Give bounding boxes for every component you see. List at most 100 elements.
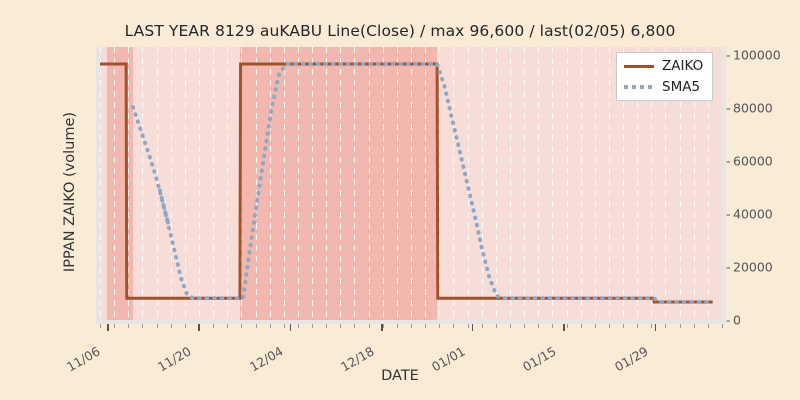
x-tick-minor (312, 324, 314, 328)
gridline-vertical (396, 47, 398, 320)
chart-legend[interactable]: ZAIKO SMA5 (616, 52, 714, 101)
x-tick-minor (269, 324, 271, 328)
x-tick-minor (368, 324, 370, 328)
gridline-vertical (354, 47, 356, 320)
x-tick-minor (722, 324, 723, 328)
x-tick-minor (538, 324, 540, 328)
gridline-vertical (142, 47, 144, 320)
x-tick-minor (128, 324, 130, 328)
legend-line-icon-sma5 (624, 81, 654, 93)
x-tick-minor (707, 324, 709, 328)
gridline-vertical (255, 47, 257, 320)
x-tick-minor (354, 324, 356, 328)
gridline-vertical (425, 47, 427, 320)
x-tick-minor (481, 324, 483, 328)
x-tick-minor (227, 324, 229, 328)
x-tick-minor (396, 324, 398, 328)
x-tick-minor (283, 324, 285, 328)
x-tick-minor (495, 324, 497, 328)
x-tick-minor (623, 324, 625, 328)
gridline-vertical (608, 47, 610, 320)
gridline-vertical (114, 47, 116, 320)
gridline-vertical (552, 47, 554, 320)
gridline-vertical (538, 47, 540, 320)
x-tick-minor (679, 324, 681, 328)
x-tick-minor (467, 324, 469, 328)
gridline-vertical (297, 47, 299, 320)
gridline-vertical (509, 47, 511, 320)
shaded-band-1 (239, 47, 438, 320)
legend-label-zaiko: ZAIKO (662, 58, 704, 74)
gridline-vertical (411, 47, 412, 320)
x-tick-minor (524, 324, 526, 328)
gridline-vertical (382, 47, 384, 320)
x-tick-minor (114, 324, 116, 328)
plot-spine-top (96, 43, 726, 47)
x-tick-minor (425, 324, 427, 328)
series-line-sma5 (130, 61, 715, 304)
gridline-vertical (128, 47, 130, 320)
gridline-vertical (227, 47, 229, 320)
x-tick-minor (693, 324, 695, 328)
data-series-layer (100, 61, 715, 304)
x-tick-minor (453, 324, 455, 328)
x-tick-major (654, 324, 657, 331)
gridline-vertical (651, 47, 653, 320)
gridline-vertical (213, 47, 215, 320)
gridline-vertical (467, 47, 469, 320)
x-tick-minor (594, 324, 596, 328)
gridline-vertical (566, 47, 568, 320)
gridline-vertical (637, 47, 639, 320)
x-tick-minor (255, 324, 257, 328)
x-tick-minor (411, 324, 412, 328)
x-tick-minor (382, 324, 384, 328)
x-tick-minor (580, 324, 582, 328)
y-tick-label: -40000 (726, 206, 773, 222)
x-tick-minor (637, 324, 639, 328)
plot-spine-left (96, 47, 100, 320)
gridline-vertical (340, 47, 342, 320)
gridline-vertical (283, 47, 285, 320)
plot-spine-right (722, 47, 726, 320)
x-tick-minor (142, 324, 144, 328)
gridline-vertical (693, 47, 695, 320)
legend-item-zaiko[interactable]: ZAIKO (624, 58, 703, 74)
gridline-vertical (170, 47, 172, 320)
x-tick-minor (326, 324, 328, 328)
y-tick-label: -80000 (726, 100, 773, 116)
gridline-vertical (707, 47, 709, 320)
x-tick-minor (100, 324, 101, 328)
gridline-vertical (312, 47, 314, 320)
x-tick-minor (509, 324, 511, 328)
x-tick-major (563, 324, 565, 331)
gridline-vertical (453, 47, 455, 320)
x-tick-major (107, 324, 109, 331)
y-tick-label: -60000 (726, 153, 773, 169)
gridline-vertical (481, 47, 483, 320)
x-tick-minor (340, 324, 342, 328)
gridline-vertical (623, 47, 625, 320)
x-tick-minor (170, 324, 172, 328)
chart-title: LAST YEAR 8129 auKABU Line(Close) / max … (124, 22, 676, 40)
gridline-vertical (495, 47, 497, 320)
x-tick-minor (184, 324, 186, 328)
y-tick-label: -20000 (726, 259, 773, 275)
x-tick-major (471, 324, 474, 331)
x-tick-major (381, 324, 383, 331)
x-tick-minor (156, 324, 158, 328)
x-tick-minor (665, 324, 667, 328)
y-axis-title: IPPAN ZAIKO (volume) (62, 111, 78, 273)
gridline-vertical (184, 47, 186, 320)
gridline-vertical (679, 47, 681, 320)
legend-item-sma5[interactable]: SMA5 (624, 79, 703, 95)
gridline-vertical (439, 47, 441, 320)
x-axis-title: DATE (381, 368, 419, 384)
gridline-vertical (524, 47, 526, 320)
x-tick-minor (651, 324, 653, 328)
x-tick-major (198, 324, 200, 331)
gridline-vertical (100, 47, 101, 320)
x-tick-minor (213, 324, 215, 328)
legend-line-icon-zaiko (624, 60, 654, 72)
gridline-vertical (269, 47, 271, 320)
plot-spine-bottom (96, 320, 726, 324)
